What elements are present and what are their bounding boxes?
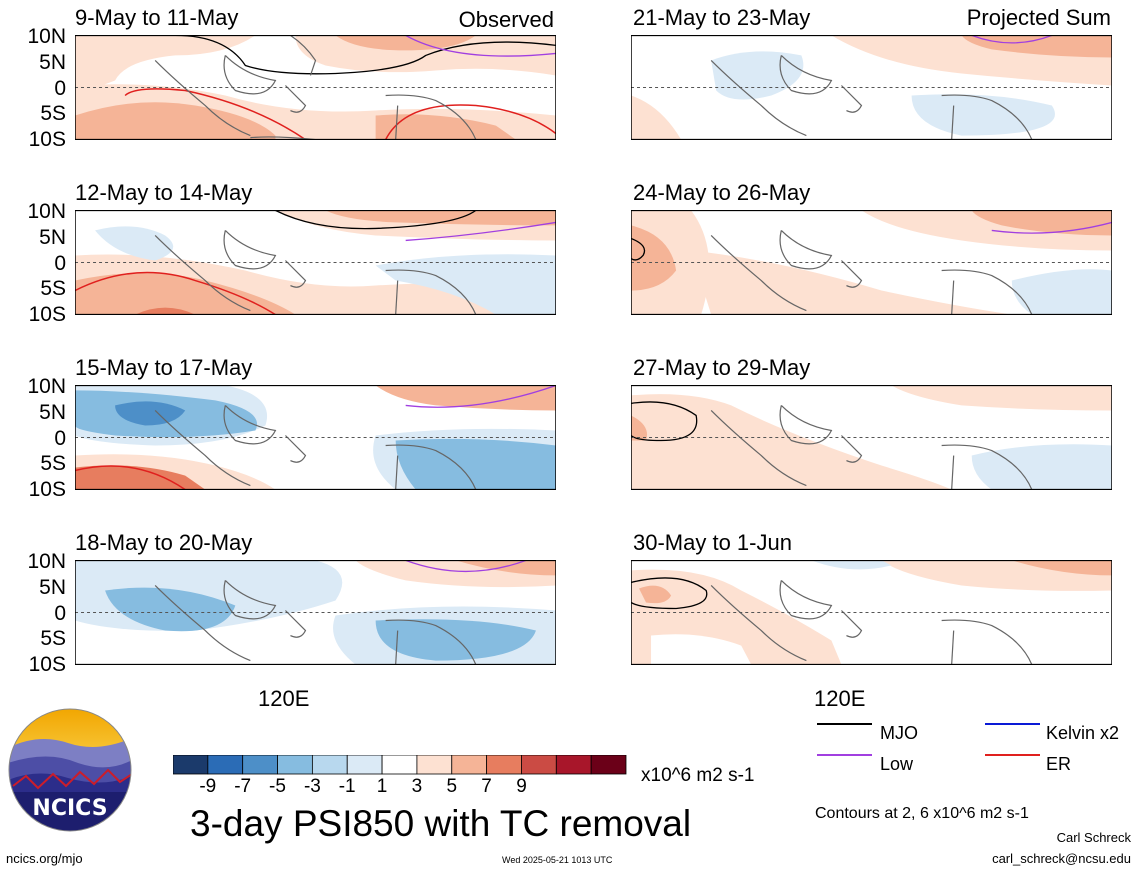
panel-title-6: 24-May to 26-May bbox=[633, 180, 811, 205]
x-axis-label-right: 120E bbox=[814, 686, 866, 711]
lat-label: 0 bbox=[54, 252, 66, 275]
coastline-outline bbox=[710, 405, 1033, 490]
panel-title-8: 30-May to 1-Jun bbox=[633, 530, 792, 555]
coastline-outline bbox=[154, 580, 477, 665]
lat-label: 10S bbox=[28, 128, 66, 151]
legend-swatch-mjo bbox=[817, 723, 872, 725]
lat-label: 5S bbox=[40, 627, 66, 650]
colorbar-tick-label: -3 bbox=[303, 776, 321, 797]
colorbar-cell bbox=[311, 755, 348, 775]
lat-label: 0 bbox=[54, 77, 66, 100]
lat-label: 5S bbox=[40, 452, 66, 475]
lat-label: 10N bbox=[27, 200, 66, 223]
colorbar-cell bbox=[277, 755, 313, 775]
panel-title-5: 21-May to 23-May bbox=[633, 5, 811, 30]
colorbar-tick-label: -7 bbox=[234, 776, 252, 797]
colorbar bbox=[173, 755, 627, 775]
colorbar-cell bbox=[590, 755, 627, 775]
map-panel-4 bbox=[75, 560, 556, 665]
main-title: 3-day PSI850 with TC removal bbox=[190, 803, 692, 844]
coastline-outline bbox=[154, 35, 477, 140]
colorbar-tick-label: 9 bbox=[516, 776, 527, 797]
colorbar-cell bbox=[173, 755, 209, 775]
legend-label-er: ER bbox=[1046, 754, 1072, 774]
colorbar-tick-label: -5 bbox=[269, 776, 286, 797]
colorbar-tick-label: -1 bbox=[338, 776, 356, 797]
coastline-outline bbox=[154, 405, 477, 490]
coastline-outline bbox=[710, 55, 1033, 140]
legend-swatch-kelvin bbox=[985, 723, 1040, 725]
timestamp: Wed 2025-05-21 1013 UTC bbox=[502, 855, 613, 865]
panel-title-3: 15-May to 17-May bbox=[75, 355, 253, 380]
panel-title-7: 27-May to 29-May bbox=[633, 355, 811, 380]
lat-label: 10S bbox=[28, 303, 66, 326]
contours-note: Contours at 2, 6 x10^6 m2 s-1 bbox=[815, 805, 1029, 822]
lat-label: 10S bbox=[28, 478, 66, 501]
map-panel-1 bbox=[75, 35, 556, 140]
lat-label: 10N bbox=[27, 550, 66, 573]
lat-label: 5N bbox=[39, 51, 66, 74]
panel-title-4: 18-May to 20-May bbox=[75, 530, 253, 555]
legend-label-kelvin: Kelvin x2 bbox=[1046, 723, 1120, 743]
map-panel-3 bbox=[75, 385, 556, 490]
colorbar-tick-label: 7 bbox=[481, 776, 492, 797]
lat-label: 10N bbox=[27, 375, 66, 398]
colorbar-tick-label: -9 bbox=[199, 776, 217, 797]
lat-label: 0 bbox=[54, 602, 66, 625]
legend-swatch-low bbox=[817, 754, 872, 756]
map-panel-8 bbox=[631, 560, 1112, 665]
author-email[interactable]: carl_schreck@ncsu.edu bbox=[992, 851, 1131, 866]
observed-label: Observed bbox=[458, 7, 554, 32]
legend-swatch-er bbox=[985, 754, 1040, 756]
colorbar-units: x10^6 m2 s-1 bbox=[641, 765, 755, 786]
colorbar-cell bbox=[346, 755, 383, 775]
panel-title-2: 12-May to 14-May bbox=[75, 180, 253, 205]
colorbar-cell bbox=[416, 755, 453, 775]
colorbar-cell bbox=[521, 755, 557, 775]
map-panel-5 bbox=[631, 35, 1112, 140]
colorbar-tick-label: 3 bbox=[411, 776, 423, 797]
projected-sum-label: Projected Sum bbox=[966, 5, 1111, 30]
legend-label-mjo: MJO bbox=[880, 723, 918, 743]
colorbar-tick-label: 5 bbox=[446, 776, 458, 797]
coastline-outline bbox=[154, 230, 477, 315]
colorbar-cell bbox=[451, 755, 488, 775]
lat-label: 10N bbox=[27, 25, 66, 48]
x-axis-label-left: 120E bbox=[258, 686, 310, 711]
panel-title-1: 9-May to 11-May bbox=[75, 5, 239, 30]
lat-label: 5N bbox=[39, 576, 66, 599]
colorbar-cell bbox=[486, 755, 522, 775]
coastline-outline bbox=[710, 580, 1033, 665]
colorbar-tick-label: 1 bbox=[376, 776, 388, 797]
colorbar-cell bbox=[381, 755, 418, 775]
colorbar-cell bbox=[207, 755, 244, 775]
legend-label-low: Low bbox=[880, 754, 914, 774]
ncics-logo: NCICS bbox=[8, 708, 132, 832]
lat-label: 0 bbox=[54, 427, 66, 450]
site-url[interactable]: ncics.org/mjo bbox=[6, 851, 83, 866]
colorbar-cell bbox=[555, 755, 592, 775]
author-name: Carl Schreck bbox=[1056, 830, 1131, 845]
map-panel-7 bbox=[631, 385, 1112, 490]
lat-label: 5S bbox=[40, 277, 66, 300]
lat-label: 5S bbox=[40, 102, 66, 125]
map-panel-6 bbox=[631, 210, 1112, 315]
logo-text: NCICS bbox=[32, 796, 107, 821]
lat-label: 5N bbox=[39, 401, 66, 424]
map-panel-2 bbox=[75, 210, 556, 315]
coastline-outline bbox=[710, 230, 1033, 315]
lat-label: 5N bbox=[39, 226, 66, 249]
lat-label: 10S bbox=[28, 653, 66, 676]
colorbar-cell bbox=[242, 755, 278, 775]
